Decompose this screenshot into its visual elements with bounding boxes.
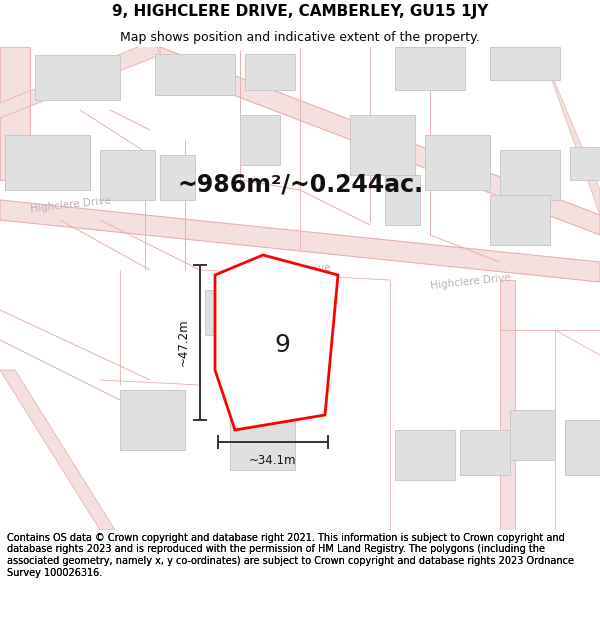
Polygon shape <box>0 47 30 180</box>
Text: Contains OS data © Crown copyright and database right 2021. This information is : Contains OS data © Crown copyright and d… <box>7 533 574 578</box>
Text: ~34.1m: ~34.1m <box>249 454 297 467</box>
Polygon shape <box>395 430 455 480</box>
Polygon shape <box>120 390 185 450</box>
Polygon shape <box>230 415 295 470</box>
Polygon shape <box>100 150 155 200</box>
Polygon shape <box>425 135 490 190</box>
Polygon shape <box>0 40 160 120</box>
Text: ~47.2m: ~47.2m <box>177 319 190 366</box>
Polygon shape <box>215 255 338 430</box>
Polygon shape <box>460 430 510 475</box>
Polygon shape <box>395 47 465 90</box>
Text: Highclere Drive: Highclere Drive <box>430 272 511 291</box>
Text: Highclere Drive: Highclere Drive <box>250 262 331 281</box>
Polygon shape <box>385 175 420 225</box>
Polygon shape <box>565 420 600 475</box>
Polygon shape <box>540 47 600 215</box>
Polygon shape <box>5 135 90 190</box>
Polygon shape <box>490 47 560 80</box>
Polygon shape <box>245 54 295 90</box>
Text: 9, HIGHCLERE DRIVE, CAMBERLEY, GU15 1JY: 9, HIGHCLERE DRIVE, CAMBERLEY, GU15 1JY <box>112 4 488 19</box>
Text: 9: 9 <box>274 333 290 357</box>
Polygon shape <box>0 370 115 530</box>
Text: ~986m²/~0.244ac.: ~986m²/~0.244ac. <box>177 173 423 197</box>
Polygon shape <box>490 195 550 245</box>
Polygon shape <box>155 54 235 95</box>
Text: Map shows position and indicative extent of the property.: Map shows position and indicative extent… <box>120 31 480 44</box>
Text: Contains OS data © Crown copyright and database right 2021. This information is : Contains OS data © Crown copyright and d… <box>7 533 574 578</box>
Polygon shape <box>35 55 120 100</box>
Polygon shape <box>510 410 555 460</box>
Polygon shape <box>205 290 265 335</box>
Polygon shape <box>500 150 560 200</box>
Polygon shape <box>500 280 515 530</box>
Polygon shape <box>570 147 600 180</box>
Text: Highclere Drive: Highclere Drive <box>30 196 112 214</box>
Polygon shape <box>160 47 600 235</box>
Polygon shape <box>160 155 195 200</box>
Polygon shape <box>350 115 415 175</box>
Polygon shape <box>0 200 600 282</box>
Polygon shape <box>240 115 280 165</box>
